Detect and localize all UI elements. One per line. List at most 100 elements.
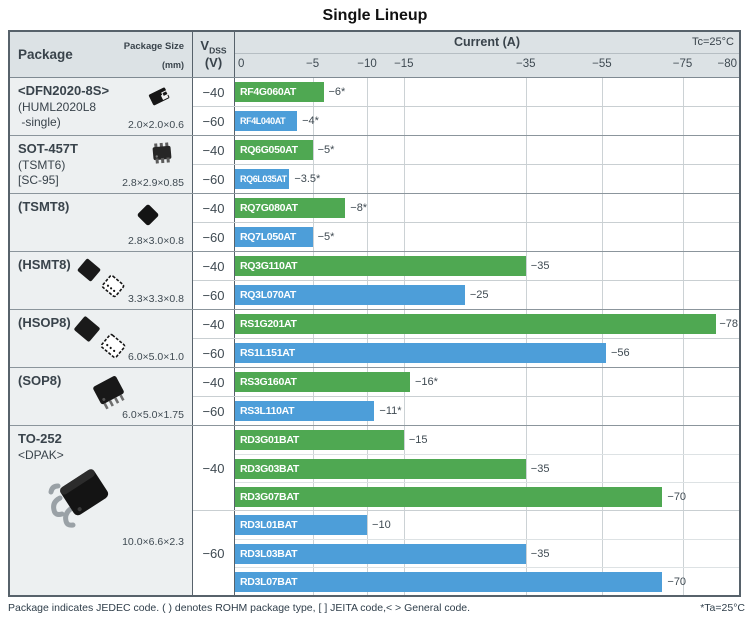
package-group-row: (SOP8) 6.0×5.0×1.75 −40 RS3G160AT −16* −60 RS3… <box>10 367 739 425</box>
bar-row: RD3G03BAT −35 <box>235 454 739 482</box>
current-value-label: −5* <box>317 144 335 156</box>
current-value-label: −8* <box>350 202 368 214</box>
axis-gridline <box>525 252 527 280</box>
bar-row: RD3G07BAT −70 <box>235 482 739 510</box>
current-bar: RQ6G050AT <box>235 140 313 160</box>
axis-gridline <box>525 136 527 164</box>
vdss-section: −40 RS1G201AT −78 <box>193 310 739 338</box>
tc-condition-label: Tc=25°C <box>691 36 734 48</box>
vdss-section: −40 RQ7G080AT −8* <box>193 194 739 222</box>
current-value-label: −4* <box>302 115 319 127</box>
current-value-label: −11* <box>379 405 402 417</box>
bar-row: RS1G201AT −78 <box>235 310 739 338</box>
current-value-label: −6* <box>328 86 346 98</box>
axis-gridline <box>682 136 684 164</box>
part-number-label: RQ6G050AT <box>240 144 298 156</box>
axis-gridline <box>367 136 369 164</box>
axis-gridline <box>367 165 369 193</box>
current-value-label: −3.5* <box>294 173 321 185</box>
hsop8-package-icon <box>68 314 134 367</box>
axis-gridline <box>525 194 527 222</box>
axis-tick-label: −75 <box>672 58 693 70</box>
axis-tick-band: 0 −5 −10 −15 −35 −55 −75 −80 <box>235 54 739 77</box>
current-bar: RS3G160AT <box>235 372 410 392</box>
axis-gridline <box>525 397 527 425</box>
axis-tick-label: −10 <box>357 58 377 70</box>
axis-gridline <box>525 540 527 567</box>
axis-gridline <box>403 78 405 106</box>
axis-gridline <box>601 368 603 396</box>
axis-gridline <box>682 165 684 193</box>
sop8-package-icon <box>82 369 136 418</box>
package-name-line: (HSOP8) <box>18 315 71 330</box>
vdss-section: −40 RQ6G050AT −5* <box>193 136 739 164</box>
axis-gridline <box>525 281 527 309</box>
bar-rows: RS1G201AT −78 <box>235 310 739 338</box>
package-size-value: 10.0×6.6×2.3 <box>122 536 184 548</box>
footnote-bar: Package indicates JEDEC code. ( ) denote… <box>8 602 745 614</box>
bar-row: RF4G060AT −6* <box>235 78 739 106</box>
bar-row: RQ7G080AT −8* <box>235 194 739 222</box>
axis-gridline <box>601 194 603 222</box>
part-number-label: RS1G201AT <box>240 318 297 330</box>
sot457t-package-icon <box>144 139 180 172</box>
package-name: (TSMT8) <box>10 194 192 216</box>
axis-gridline <box>682 511 684 539</box>
bar-rows: RQ7L050AT −5* <box>235 223 739 251</box>
package-size-unit: (mm) <box>162 59 184 70</box>
vdss-value: −40 <box>193 426 235 510</box>
current-bar: RQ7G080AT <box>235 198 346 218</box>
vdss-section: −60 RS3L110AT −11* <box>193 396 739 425</box>
bar-rows: RQ3L070AT −25 <box>235 281 739 309</box>
current-bar: RD3G03BAT <box>235 458 526 479</box>
current-value-label: −35 <box>530 260 550 272</box>
current-bar: RF4G060AT <box>235 82 324 102</box>
current-value-label: −78 <box>719 318 738 330</box>
bar-rows: RD3G01BAT −15 RD3G03BAT −35 RD3G07BAT −70 <box>235 426 739 510</box>
axis-gridline <box>525 511 527 539</box>
vdss-sections: −40 RS3G160AT −16* −60 RS3L110AT −11* <box>193 368 739 425</box>
bar-rows: RQ6L035AT −3.5* <box>235 165 739 193</box>
bar-rows: RQ3G110AT −35 <box>235 252 739 280</box>
current-bar: RD3L01BAT <box>235 515 368 535</box>
axis-gridline <box>367 194 369 222</box>
bar-row: RS1L151AT −56 <box>235 339 739 367</box>
bar-rows: RS1L151AT −56 <box>235 339 739 367</box>
package-size-value: 6.0×5.0×1.75 <box>122 409 184 421</box>
package-size-value: 2.8×2.9×0.85 <box>122 177 184 189</box>
vdss-section: −60 RS1L151AT −56 <box>193 338 739 367</box>
package-size-value: 6.0×5.0×1.0 <box>127 351 184 363</box>
vdss-header-cell: VDSS (V) <box>193 32 235 77</box>
vdss-section: −40 RF4G060AT −6* <box>193 78 739 106</box>
part-number-label: RD3G07BAT <box>240 490 299 503</box>
axis-gridline <box>601 281 603 309</box>
current-bar: RD3L03BAT <box>235 543 526 564</box>
current-bar: RD3G07BAT <box>235 486 663 507</box>
package-group-row: (HSMT8) 3.3×3.3×0.8 −40 RQ3G110AT −35 −60 RQ3L… <box>10 251 739 309</box>
package-size-value: 2.0×2.0×0.6 <box>127 119 184 131</box>
axis-gridline <box>312 136 314 164</box>
vdss-section: −40 RS3G160AT −16* <box>193 368 739 396</box>
part-number-label: RF4G060AT <box>240 86 297 98</box>
axis-gridline <box>682 455 684 482</box>
part-number-label: RS3L110AT <box>240 405 295 417</box>
package-name-line: (HUML2020L8 <box>18 99 97 114</box>
current-value-label: −70 <box>667 575 687 588</box>
current-bar: RQ6L035AT <box>235 169 290 189</box>
vdss-section: −60 RQ6L035AT −3.5* <box>193 164 739 193</box>
axis-gridline <box>682 483 684 510</box>
vdss-sections: −40 RQ6G050AT −5* −60 RQ6L035AT −3.5* <box>193 136 739 193</box>
axis-gridline <box>525 165 527 193</box>
current-bar: RF4L040AT <box>235 111 298 131</box>
package-name-line: SOT-457T <box>18 141 78 156</box>
part-number-label: RD3G03BAT <box>240 462 299 475</box>
vdss-value: −60 <box>193 397 235 425</box>
package-size-label: Package Size <box>123 41 184 53</box>
bar-row: RD3L07BAT −70 <box>235 567 739 595</box>
vdss-value: −40 <box>193 78 235 106</box>
current-value-label: −70 <box>667 490 687 503</box>
vdss-unit: (V) <box>204 54 223 70</box>
package-name-line: (TSMT8) <box>18 199 70 214</box>
package-name-line: TO-252 <box>18 431 62 446</box>
axis-gridline <box>312 223 314 251</box>
